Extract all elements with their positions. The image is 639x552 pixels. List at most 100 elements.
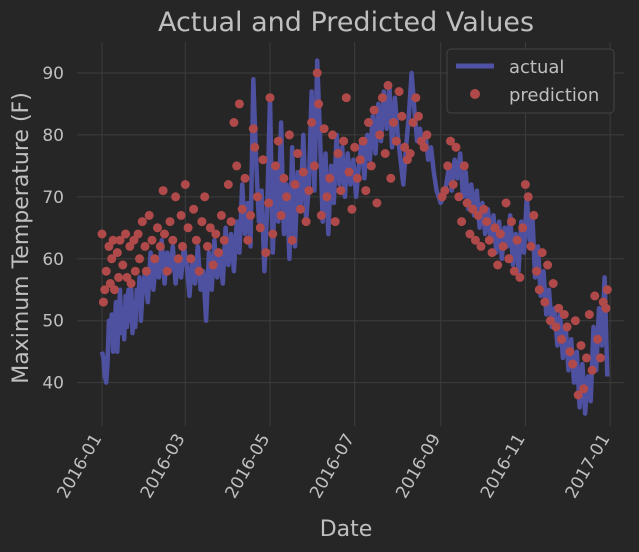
- chart-title: Actual and Predicted Values: [158, 7, 534, 38]
- prediction-point: [226, 217, 236, 227]
- x-axis-label: Date: [320, 517, 373, 542]
- prediction-point: [304, 186, 314, 196]
- prediction-point: [205, 223, 215, 233]
- prediction-point: [540, 297, 550, 307]
- prediction-point: [419, 142, 429, 152]
- prediction-point: [446, 136, 455, 146]
- prediction-point: [261, 248, 271, 258]
- actual-line: [99, 58, 610, 416]
- prediction-point: [543, 260, 553, 270]
- y-tick-label: 40: [42, 374, 64, 394]
- actual-series: [99, 58, 610, 416]
- prediction-point: [293, 149, 303, 158]
- prediction-point: [258, 155, 268, 165]
- prediction-point: [214, 248, 224, 258]
- prediction-point: [520, 180, 530, 189]
- prediction-point: [234, 99, 244, 109]
- prediction-point: [537, 248, 547, 258]
- prediction-point: [484, 235, 494, 245]
- y-tick-label: 60: [42, 250, 64, 270]
- prediction-point: [551, 322, 561, 332]
- prediction-point: [183, 223, 193, 233]
- prediction-point: [255, 223, 265, 233]
- prediction-point: [587, 365, 597, 375]
- prediction-point: [186, 254, 196, 264]
- prediction-point: [422, 130, 432, 140]
- prediction-point: [482, 217, 492, 227]
- prediction-point: [108, 235, 118, 245]
- prediction-point: [112, 248, 122, 258]
- prediction-point: [130, 266, 140, 276]
- prediction-point: [408, 118, 418, 127]
- prediction-point: [176, 210, 186, 220]
- prediction-point: [168, 235, 178, 245]
- prediction-point: [579, 384, 589, 394]
- prediction-point: [271, 161, 280, 171]
- prediction-point: [532, 266, 541, 276]
- prediction-point: [358, 136, 368, 146]
- prediction-point: [223, 180, 233, 189]
- prediction-point: [595, 353, 605, 363]
- prediction-series: [97, 68, 612, 400]
- prediction-point: [400, 142, 410, 152]
- prediction-point: [411, 93, 421, 103]
- prediction-point: [476, 241, 486, 251]
- prediction-point: [208, 260, 218, 270]
- prediction-point: [584, 310, 594, 319]
- prediction-point: [518, 223, 528, 233]
- prediction-point: [165, 217, 175, 227]
- prediction-point: [264, 198, 274, 208]
- prediction-point: [110, 285, 119, 295]
- prediction-point: [405, 149, 415, 158]
- prediction-point: [526, 241, 536, 251]
- prediction-point: [200, 192, 210, 202]
- prediction-point: [287, 235, 297, 245]
- prediction-point: [265, 93, 275, 103]
- prediction-point: [115, 235, 125, 245]
- prediction-point: [246, 210, 255, 220]
- prediction-point: [328, 130, 337, 140]
- prediction-point: [512, 235, 522, 245]
- prediction-point: [557, 334, 566, 344]
- prediction-point: [232, 161, 242, 171]
- prediction-point: [568, 359, 578, 369]
- prediction-point: [307, 118, 317, 127]
- prediction-point: [100, 285, 110, 295]
- prediction-point: [197, 217, 207, 227]
- prediction-point: [133, 229, 143, 239]
- prediction-point: [498, 241, 508, 251]
- prediction-point: [576, 341, 586, 350]
- prediction-point: [276, 210, 286, 220]
- prediction-point: [339, 136, 349, 146]
- prediction-point: [290, 180, 300, 189]
- y-axis-ticks: 40 50 60 70 80 90: [42, 64, 64, 394]
- prediction-point: [268, 229, 278, 239]
- prediction-point: [383, 80, 393, 90]
- y-tick-label: 50: [42, 312, 64, 332]
- prediction-point: [296, 204, 305, 214]
- prediction-point: [173, 254, 183, 264]
- prediction-point: [350, 142, 360, 152]
- prediction-point: [211, 229, 221, 239]
- prediction-point: [440, 186, 450, 196]
- prediction-point: [137, 217, 147, 227]
- prediction-point: [347, 204, 357, 214]
- prediction-point: [380, 149, 390, 158]
- prediction-point: [468, 204, 478, 214]
- prediction-point: [355, 155, 365, 165]
- prediction-point: [216, 210, 226, 220]
- prediction-point: [443, 161, 453, 171]
- prediction-point: [316, 210, 326, 220]
- prediction-point: [397, 111, 407, 121]
- prediction-point: [509, 266, 519, 276]
- prediction-point: [203, 241, 212, 251]
- prediction-point: [523, 192, 533, 202]
- prediction-point: [298, 167, 308, 177]
- prediction-point: [141, 266, 151, 276]
- prediction-point: [301, 217, 311, 227]
- prediction-point: [473, 210, 483, 220]
- y-tick-label: 70: [42, 188, 64, 208]
- prediction-point: [144, 210, 154, 220]
- prediction-point: [465, 229, 475, 239]
- prediction-point: [273, 136, 283, 146]
